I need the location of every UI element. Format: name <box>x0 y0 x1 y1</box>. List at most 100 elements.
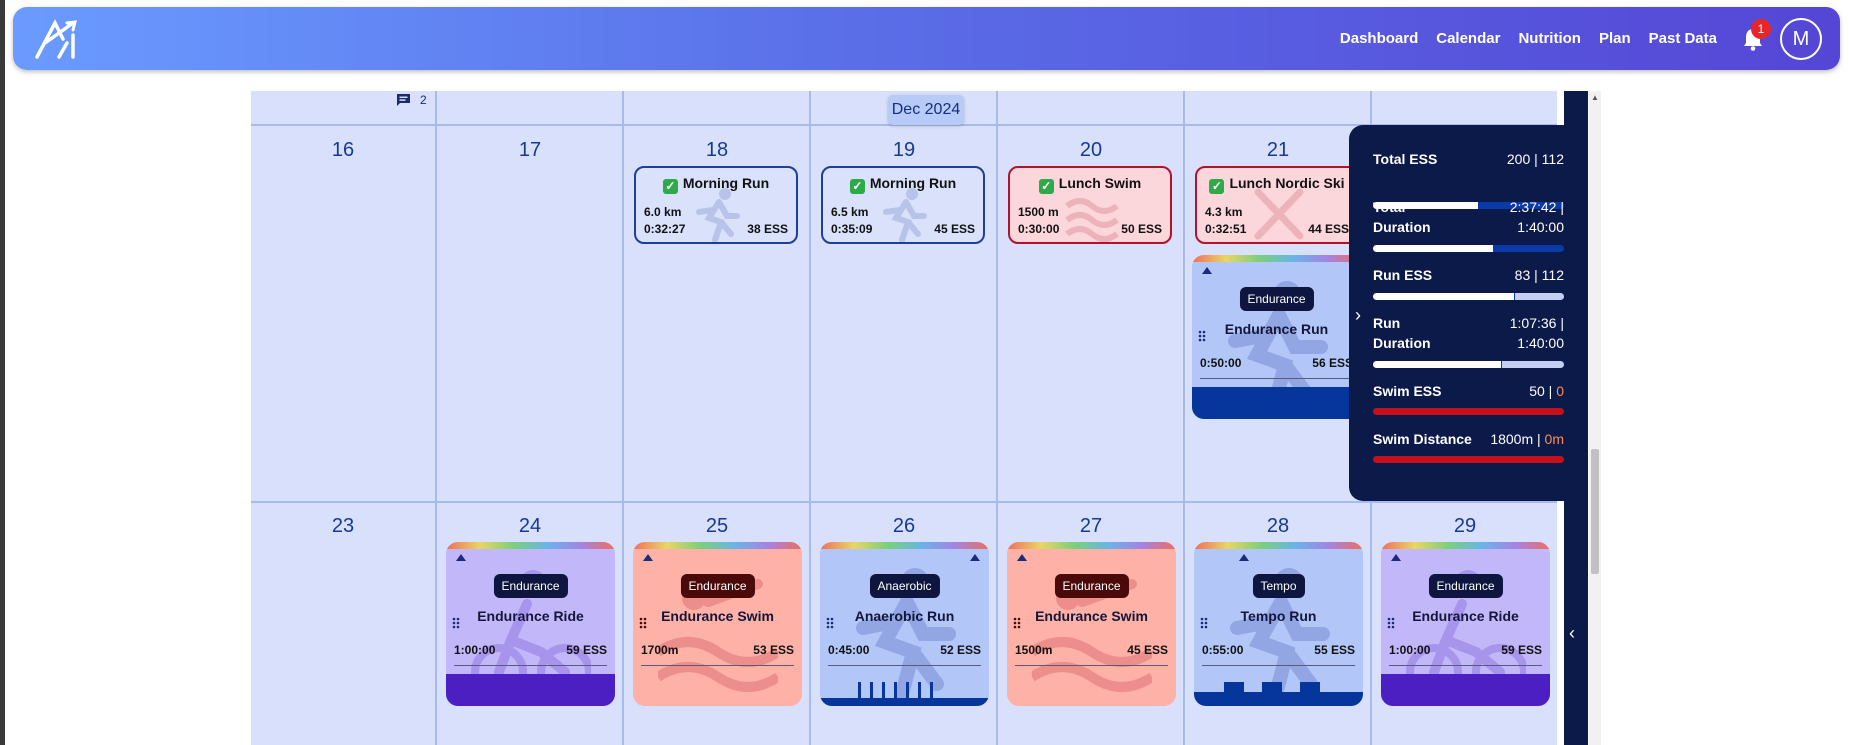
zone-gradient-bar <box>1381 542 1550 549</box>
month-label: Dec 2024 <box>888 95 964 125</box>
drag-handle-icon[interactable] <box>826 617 834 629</box>
planned-workout-card[interactable]: Endurance Endurance Run 0:50:00 56 ESS <box>1192 255 1361 419</box>
intensity-profile <box>1194 682 1363 706</box>
scroll-up-arrow-icon[interactable]: ▲ <box>1591 93 1599 102</box>
weekly-summary-panel[interactable]: › Total ESS 200 | 112 Total Duration 2:37… <box>1349 125 1564 501</box>
progress-bar <box>1373 202 1564 209</box>
chevron-left-icon[interactable]: ‹ <box>1569 623 1575 643</box>
actual-value: 1:07:36 | <box>1509 315 1564 331</box>
completed-activity-card[interactable]: ✓ Lunch Nordic Ski 4.3 km 0:32:51 44 ESS <box>1195 166 1359 244</box>
notification-count-badge: 1 <box>1751 19 1771 39</box>
workout-duration: 0:55:00 <box>1202 643 1244 657</box>
completed-activity-card[interactable]: ✓ Morning Run 6.0 km 0:32:27 38 ESS <box>634 166 798 244</box>
progress-bar <box>1373 245 1564 252</box>
divider <box>1389 665 1542 666</box>
planned-value: 0 <box>1556 383 1564 399</box>
workout-ess: 59 ESS <box>566 643 607 657</box>
activity-title-text: Lunch Swim <box>1058 175 1142 191</box>
planned-workout-card[interactable]: Anaerobic Anaerobic Run 0:45:00 52 ESS <box>820 542 989 706</box>
intensity-footer <box>1192 387 1361 419</box>
divider <box>1200 378 1353 379</box>
window-edge <box>0 0 5 745</box>
planned-workout-card[interactable]: Endurance Endurance Ride 1:00:00 59 ESS <box>446 542 615 706</box>
nav-dashboard[interactable]: Dashboard <box>1339 30 1419 47</box>
workout-title: Endurance Swim <box>1035 608 1148 624</box>
check-icon: ✓ <box>662 179 678 194</box>
chevron-right-icon[interactable]: › <box>1355 305 1361 325</box>
planned-workout-card[interactable]: Endurance Endurance Ride 1:00:00 59 ESS <box>1381 542 1550 706</box>
comment-count: 2 <box>420 93 427 107</box>
caret-up-icon <box>1202 267 1212 274</box>
progress-bar <box>1373 408 1564 415</box>
vertical-scrollbar[interactable]: ▲ <box>1589 91 1601 745</box>
workout-type-badge: Endurance <box>1239 287 1314 311</box>
workout-title: Endurance Ride <box>477 608 584 624</box>
workout-type-badge: Anaerobic <box>869 574 940 598</box>
actual-value: 83 <box>1514 267 1531 283</box>
workout-ess: 53 ESS <box>753 643 794 657</box>
drag-handle-icon[interactable] <box>1013 617 1021 629</box>
planned-value: 112 <box>1541 151 1564 167</box>
drag-handle-icon[interactable] <box>452 617 460 629</box>
actual-value: 1800m <box>1490 431 1534 447</box>
day-number: 29 <box>1453 515 1477 537</box>
progress-fill <box>1373 361 1501 368</box>
completed-activity-card[interactable]: ✓ Morning Run 6.5 km 0:35:09 45 ESS <box>821 166 985 244</box>
actual-value: 50 <box>1529 383 1545 399</box>
planned-workout-card[interactable]: Endurance Endurance Swim 1500m 45 ESS <box>1007 542 1176 706</box>
actual-value: 200 <box>1506 151 1531 167</box>
workout-duration: 0:50:00 <box>1200 356 1242 370</box>
planned-value: 112 <box>1541 267 1564 283</box>
app-logo-icon[interactable] <box>33 17 81 61</box>
nav-calendar[interactable]: Calendar <box>1436 30 1501 47</box>
zone-gradient-bar <box>633 542 802 549</box>
planned-workout-card[interactable]: Tempo Tempo Run 0:55:00 55 ESS <box>1194 542 1363 706</box>
day-number: 21 <box>1266 139 1290 161</box>
summary-label-line1: Run <box>1373 315 1401 331</box>
divider <box>1015 665 1168 666</box>
activity-title: ✓ Morning Run <box>823 175 983 194</box>
drag-handle-icon[interactable] <box>1387 617 1395 629</box>
day-number: 20 <box>1079 139 1103 161</box>
workout-title: Anaerobic Run <box>854 608 955 624</box>
completed-activity-card[interactable]: ✓ Lunch Swim 1500 m 0:30:00 50 ESS <box>1008 166 1172 244</box>
workout-ess: 55 ESS <box>1314 643 1355 657</box>
workout-duration: 1:00:00 <box>454 643 496 657</box>
nav-plan[interactable]: Plan <box>1598 30 1631 47</box>
day-number: 27 <box>1079 515 1103 537</box>
ski-icon <box>1254 188 1304 240</box>
day-number: 25 <box>705 515 729 537</box>
workout-ess: 52 ESS <box>940 643 981 657</box>
intensity-profile <box>820 682 989 706</box>
main-nav: Dashboard Calendar Nutrition Plan Past D… <box>1331 7 1726 70</box>
check-icon: ✓ <box>1038 179 1054 194</box>
scrollbar-thumb[interactable] <box>1591 449 1599 574</box>
workout-ess: 45 ESS <box>1127 643 1168 657</box>
nav-nutrition[interactable]: Nutrition <box>1518 30 1581 47</box>
summary-label: Run Duration <box>1373 313 1431 353</box>
summary-label: Swim Distance <box>1373 431 1472 447</box>
planned-workout-card[interactable]: Endurance Endurance Swim 1700m 53 ESS <box>633 542 802 706</box>
user-avatar[interactable]: M <box>1780 18 1822 60</box>
workout-type-badge: Endurance <box>1054 574 1129 598</box>
planned-value: 1:40:00 <box>1517 335 1564 351</box>
top-navbar: Dashboard Calendar Nutrition Plan Past D… <box>13 7 1840 70</box>
day-number: 19 <box>892 139 916 161</box>
caret-up-icon <box>1391 554 1401 561</box>
drag-handle-icon[interactable] <box>639 617 647 629</box>
drag-handle-icon[interactable] <box>1200 617 1208 629</box>
divider <box>641 665 794 666</box>
activity-time: 0:30:00 <box>1018 222 1060 236</box>
summary-label: Swim ESS <box>1373 383 1442 399</box>
activity-time: 0:32:51 <box>1205 222 1247 236</box>
progress-bar <box>1373 361 1564 368</box>
wave-icon <box>1065 198 1119 242</box>
grid-divider <box>622 91 624 745</box>
activity-ess: 44 ESS <box>1308 222 1349 236</box>
nav-past-data[interactable]: Past Data <box>1648 30 1717 47</box>
workout-type-badge: Endurance <box>493 574 568 598</box>
progress-remaining <box>1515 293 1564 300</box>
divider <box>828 665 981 666</box>
week-comments[interactable]: 2 <box>396 93 427 107</box>
drag-handle-icon[interactable] <box>1198 330 1206 342</box>
